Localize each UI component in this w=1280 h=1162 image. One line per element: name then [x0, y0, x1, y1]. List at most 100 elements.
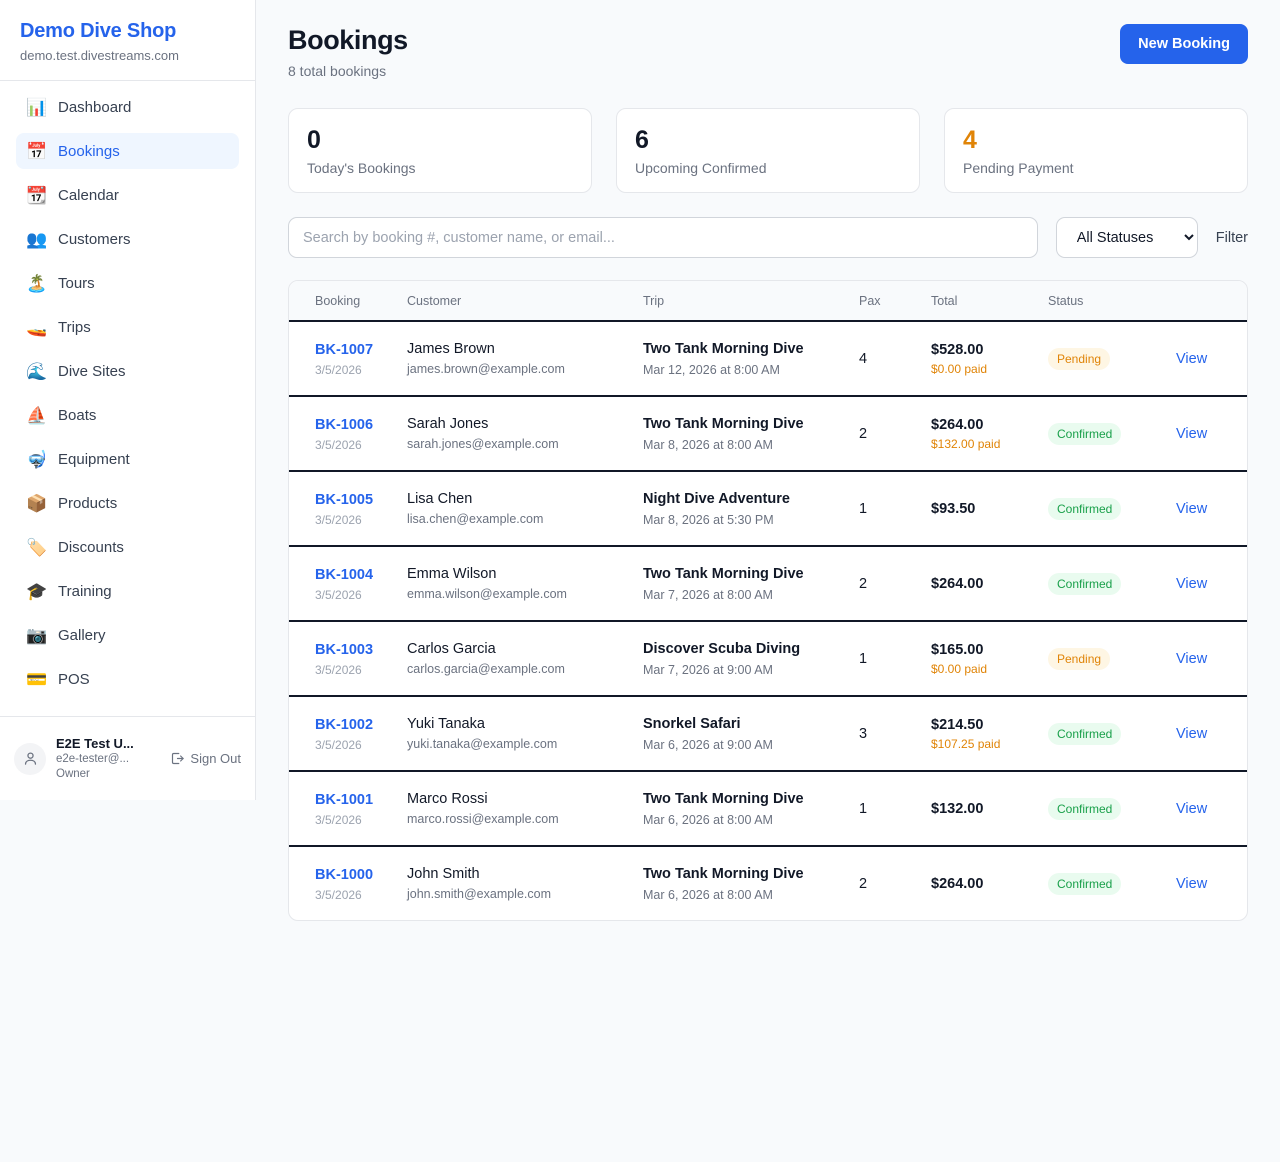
brand-header: Demo Dive Shop demo.test.divestreams.com [0, 0, 255, 81]
status-cell: Confirmed [1040, 471, 1168, 547]
booking-cell: BK-1000 3/5/2026 [289, 846, 399, 920]
sidebar-item-dive-sites[interactable]: 🌊 Dive Sites [16, 353, 239, 389]
view-link[interactable]: View [1176, 425, 1208, 442]
sidebar-item-products[interactable]: 📦 Products [16, 485, 239, 521]
sidebar-item-label: Discounts [58, 538, 124, 556]
view-link[interactable]: View [1176, 575, 1208, 592]
trip-cell: Two Tank Morning Dive Mar 6, 2026 at 8:00… [635, 771, 851, 847]
customer-email: lisa.chen@example.com [407, 512, 544, 526]
paid-amount: $132.00 paid [931, 437, 1001, 451]
status-cell: Confirmed [1040, 696, 1168, 772]
booking-cell: BK-1002 3/5/2026 [289, 696, 399, 772]
table-row: BK-1001 3/5/2026 Marco Rossi marco.rossi@ex… [289, 771, 1247, 847]
sign-out-button[interactable]: Sign Out [170, 751, 241, 766]
stat-label: Today's Bookings [307, 160, 416, 176]
customer-email: emma.wilson@example.com [407, 587, 567, 601]
booking-id-link[interactable]: BK-1005 [315, 491, 374, 508]
sign-out-label: Sign Out [190, 751, 241, 766]
sidebar-item-label: POS [58, 670, 90, 688]
user-panel: E2E Test U... e2e-tester@... Owner Sign … [0, 716, 255, 800]
table-row: BK-1005 3/5/2026 Lisa Chen lisa.chen@exampl… [289, 471, 1247, 547]
stat-value: 0 [307, 126, 321, 154]
status-badge: Confirmed [1048, 422, 1122, 445]
sidebar-item-pos[interactable]: 💳 POS [16, 661, 239, 697]
sidebar-item-trips[interactable]: 🚤 Trips [16, 309, 239, 345]
total-cell: $264.00 [923, 546, 1040, 622]
status-cell: Confirmed [1040, 846, 1168, 920]
pax-count: 4 [851, 321, 923, 397]
pax-count: 1 [851, 771, 923, 847]
sign-out-icon [172, 752, 185, 765]
sidebar-item-equipment[interactable]: 🤿 Equipment [16, 441, 239, 477]
bookings-table: Booking Customer Trip Pax Total Status BK-100… [289, 281, 1247, 920]
view-link[interactable]: View [1176, 800, 1208, 817]
total-amount: $264.00 [931, 575, 984, 592]
view-link[interactable]: View [1176, 725, 1208, 742]
sidebar-item-label: Tours [58, 274, 95, 292]
status-badge: Confirmed [1048, 722, 1122, 745]
sidebar-item-label: Bookings [58, 142, 120, 160]
customer-name: James Brown [407, 341, 495, 357]
view-link[interactable]: View [1176, 500, 1208, 517]
sidebar-item-tours[interactable]: 🏝️ Tours [16, 265, 239, 301]
table-row: BK-1002 3/5/2026 Yuki Tanaka yuki.tanaka@ex… [289, 696, 1247, 772]
booking-id-link[interactable]: BK-1001 [315, 791, 374, 808]
user-email: e2e-tester@... [56, 753, 130, 765]
customer-name: John Smith [407, 866, 480, 882]
total-cell: $93.50 [923, 471, 1040, 547]
sidebar-item-gallery[interactable]: 📷 Gallery [16, 617, 239, 653]
total-amount: $214.50 [931, 717, 984, 733]
trip-name: Two Tank Morning Dive [643, 416, 804, 432]
booking-date: 3/5/2026 [315, 512, 362, 527]
sidebar-item-boats[interactable]: ⛵ Boats [16, 397, 239, 433]
sidebar-item-customers[interactable]: 👥 Customers [16, 221, 239, 257]
total-amount: $132.00 [931, 800, 984, 817]
sidebar-item-dashboard[interactable]: 📊 Dashboard [16, 89, 239, 125]
booking-id-link[interactable]: BK-1004 [315, 566, 374, 583]
booking-id-link[interactable]: BK-1006 [315, 416, 374, 433]
sidebar-item-bookings[interactable]: 📅 Bookings [16, 133, 239, 169]
pax-count: 1 [851, 621, 923, 697]
trip-cell: Two Tank Morning Dive Mar 6, 2026 at 8:00… [635, 846, 851, 920]
booking-id-link[interactable]: BK-1002 [315, 716, 374, 733]
sidebar-item-calendar[interactable]: 📆 Calendar [16, 177, 239, 213]
customer-cell: Carlos Garcia carlos.garcia@example.com [399, 621, 635, 697]
status-filter-select[interactable]: All Statuses [1055, 217, 1198, 258]
sidebar-item-training[interactable]: 🎓 Training [16, 573, 239, 609]
trip-datetime: Mar 8, 2026 at 8:00 AM [643, 438, 773, 452]
status-badge: Confirmed [1048, 572, 1122, 595]
booking-cell: BK-1004 3/5/2026 [289, 546, 399, 622]
status-cell: Confirmed [1040, 546, 1168, 622]
total-amount: $264.00 [931, 417, 984, 433]
wave-icon: 🌊 [26, 361, 48, 381]
view-link[interactable]: View [1176, 350, 1208, 367]
search-input[interactable] [288, 217, 1038, 258]
booking-id-link[interactable]: BK-1000 [315, 866, 374, 883]
sidebar-item-label: Gallery [58, 626, 106, 644]
customer-name: Sarah Jones [407, 416, 489, 432]
user-name: E2E Test U... [56, 736, 134, 751]
customer-cell: James Brown james.brown@example.com [399, 321, 635, 397]
view-link[interactable]: View [1176, 875, 1208, 892]
paid-amount: $0.00 paid [931, 362, 988, 376]
trip-datetime: Mar 6, 2026 at 8:00 AM [643, 813, 773, 827]
booking-id-link[interactable]: BK-1003 [315, 641, 374, 658]
sidebar-item-discounts[interactable]: 🏷️ Discounts [16, 529, 239, 565]
customer-cell: Marco Rossi marco.rossi@example.com [399, 771, 635, 847]
status-cell: Pending [1040, 621, 1168, 697]
booking-id-link[interactable]: BK-1007 [315, 341, 374, 358]
filter-button[interactable]: Filter [1215, 229, 1248, 246]
new-booking-button[interactable]: New Booking [1120, 24, 1248, 64]
status-badge: Pending [1048, 647, 1111, 670]
total-cell: $264.00 [923, 846, 1040, 920]
avatar [14, 742, 46, 775]
sidebar-item-label: Training [58, 582, 112, 600]
customer-email: marco.rossi@example.com [407, 812, 559, 826]
speedboat-icon: 🚤 [26, 317, 48, 337]
user-meta: E2E Test U... e2e-tester@... Owner [56, 735, 160, 782]
view-link[interactable]: View [1176, 650, 1208, 667]
bookings-table-card: Booking Customer Trip Pax Total Status BK-100… [288, 280, 1248, 921]
sidebar-nav: 📊 Dashboard 📅 Bookings 📆 Calendar 👥 Customers 🏝️… [0, 81, 255, 716]
brand-title: Demo Dive Shop [20, 20, 177, 42]
booking-date: 3/5/2026 [315, 662, 362, 677]
